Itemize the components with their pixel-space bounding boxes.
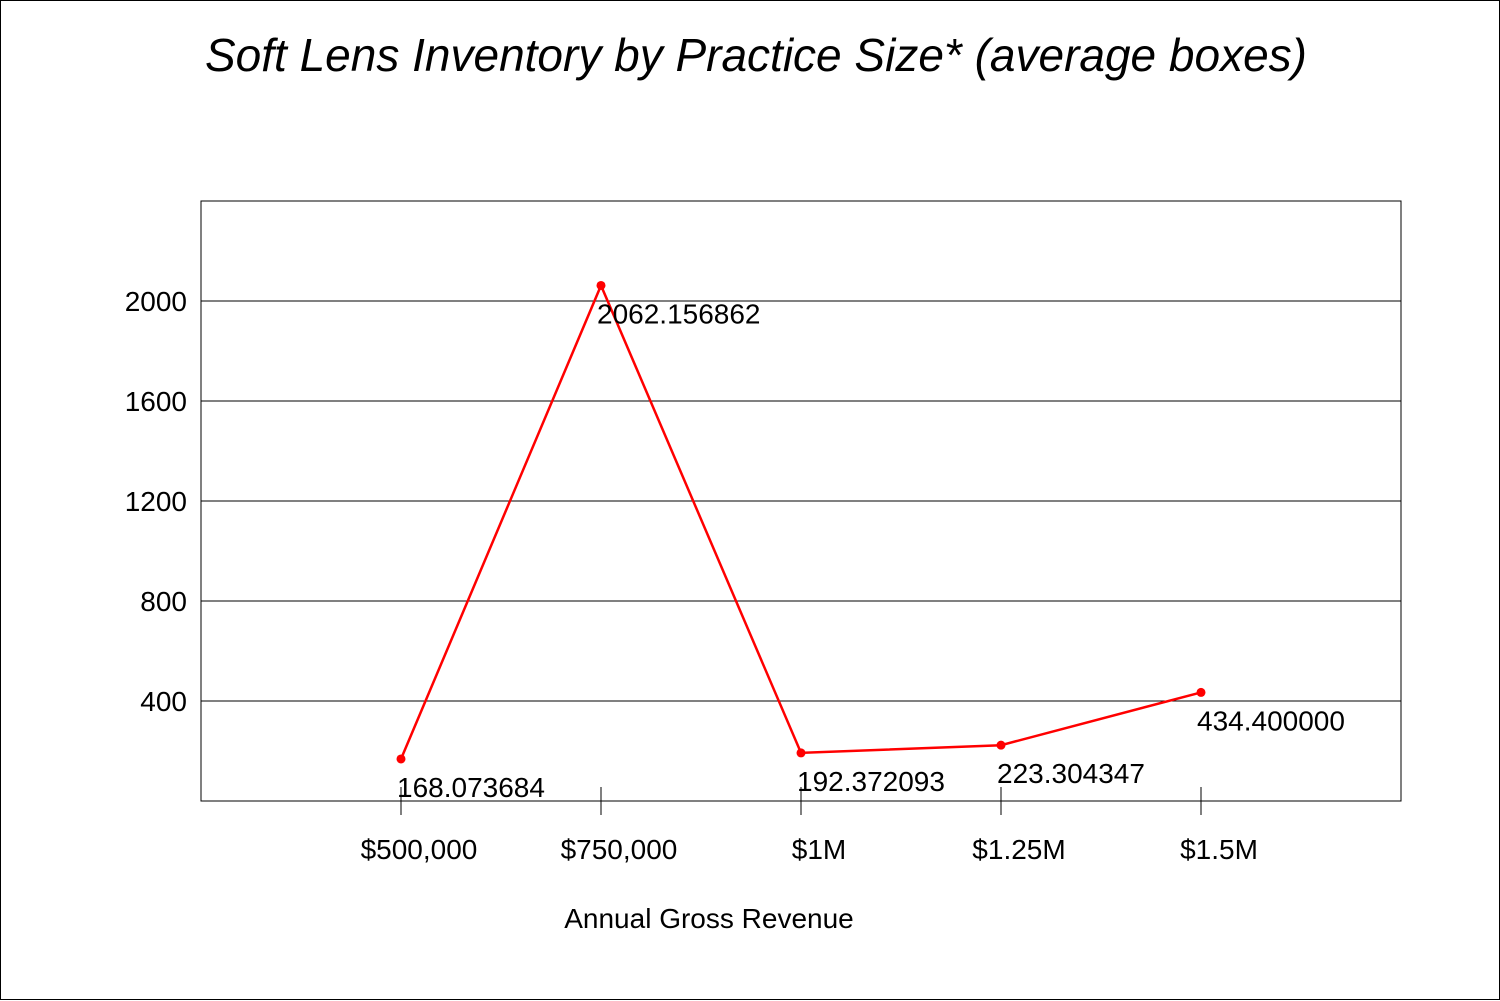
gridlines [201,300,1401,702]
series-line [399,282,1202,760]
x-tick-label: $500,000 [361,834,478,865]
x-tick-label: $1M [792,834,846,865]
data-point [796,748,806,758]
x-tick-label: $1.5M [1180,834,1258,865]
y-tick-label: 2000 [125,286,187,317]
data-label: 168.073684 [397,772,545,803]
y-axis-ticks: 400 800 1200 1600 2000 [125,286,187,717]
y-tick-label: 400 [140,686,187,717]
data-label: 223.304347 [997,758,1145,789]
data-point [596,280,606,290]
y-tick-label: 1200 [125,486,187,517]
data-points [396,280,1206,764]
x-tick-label: $750,000 [561,834,678,865]
data-point [996,740,1006,750]
data-labels: 168.073684 2062.156862 192.372093 223.30434… [397,298,1345,803]
x-axis-ticks: $500,000 $750,000 $1M $1.25M $1.5M [361,787,1258,865]
data-label: 2062.156862 [597,298,761,329]
data-label: 192.372093 [797,766,945,797]
x-axis-label: Annual Gross Revenue [564,903,854,934]
x-tick-label: $1.25M [972,834,1065,865]
chart-title: Soft Lens Inventory by Practice Size* (a… [205,29,1307,81]
data-label: 434.400000 [1197,705,1345,736]
y-tick-label: 1600 [125,386,187,417]
data-point [396,754,406,764]
data-point [1196,687,1206,697]
y-tick-label: 800 [140,586,187,617]
